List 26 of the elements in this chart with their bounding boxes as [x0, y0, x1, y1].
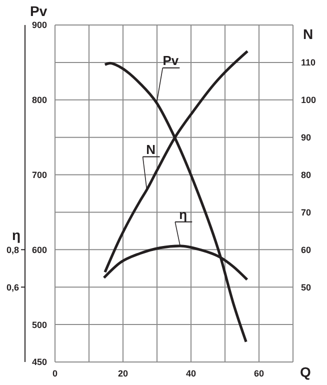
- y2-axis-title: N: [303, 26, 314, 42]
- y2-tick-label: 90: [301, 132, 312, 143]
- y2-tick-label: 60: [301, 244, 312, 255]
- y-tick-label: 500: [32, 320, 47, 330]
- y2-tick-label: 80: [301, 170, 312, 180]
- y2-tick-label: 70: [301, 207, 312, 218]
- series-label: η: [179, 206, 188, 222]
- x-tick-label: 60: [254, 368, 264, 378]
- y-tick-label: 450: [32, 357, 47, 368]
- y2-tick-label: 110: [301, 58, 316, 68]
- text: Pv: [162, 52, 180, 68]
- y-tick-label: 800: [32, 95, 47, 106]
- series-label: N: [146, 142, 156, 157]
- y3-tick-label: 0,8: [6, 244, 19, 255]
- x-tick-label: 20: [118, 368, 128, 378]
- y3-tick-label: 0,6: [6, 282, 19, 292]
- y-tick-label: 900: [32, 20, 47, 30]
- y-tick-label: 600: [32, 244, 47, 255]
- x-tick-label: 40: [186, 368, 196, 378]
- y-axis-title: Pv: [30, 3, 48, 19]
- y2-tick-label: 50: [301, 282, 312, 292]
- y-tick-label: 700: [32, 170, 47, 180]
- y3-axis-title: η: [12, 227, 21, 243]
- y2-tick-label: 100: [301, 95, 316, 106]
- x-axis-title: Q: [300, 364, 311, 380]
- x-tick-label: 0: [52, 368, 58, 378]
